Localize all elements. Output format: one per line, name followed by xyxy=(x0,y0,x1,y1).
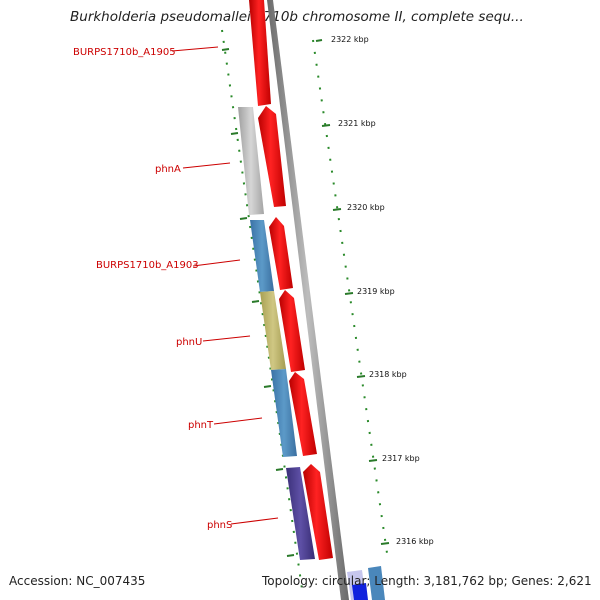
map-title: Burkholderia pseudomallei 1710b chromoso… xyxy=(70,9,524,25)
cds-block-a1903[interactable] xyxy=(250,220,274,292)
gene-arrow-a1905[interactable] xyxy=(249,0,271,106)
inner-major-ticks xyxy=(221,48,295,557)
cds-block-phnU[interactable] xyxy=(260,291,286,370)
gene-arrow-phnA[interactable] xyxy=(258,106,286,207)
ruler-tick-label: 2319 kbp xyxy=(357,287,395,296)
label-leaders xyxy=(171,46,279,525)
gene-label-phnA[interactable]: phnA xyxy=(155,164,181,175)
outer-ruler-arc xyxy=(312,39,389,561)
gene-arrow-phnU[interactable] xyxy=(279,290,305,372)
topology-stats-text: Topology: circular; Length: 3,181,762 bp… xyxy=(262,574,592,588)
cds-block-phnA[interactable] xyxy=(238,107,264,215)
gene-label-a1905[interactable]: BURPS1710b_A1905 xyxy=(73,47,176,58)
gene-label-a1903[interactable]: BURPS1710b_A1903 xyxy=(96,260,199,271)
ruler-tick-label: 2320 kbp xyxy=(347,203,385,212)
ruler-tick-label: 2321 kbp xyxy=(338,119,376,128)
chromosome-backbone xyxy=(267,0,349,600)
gene-label-phnT[interactable]: phnT xyxy=(188,420,214,431)
cds-block-phnT[interactable] xyxy=(271,369,297,457)
accession-text: Accession: NC_007435 xyxy=(9,574,146,588)
ruler-tick-label: 2316 kbp xyxy=(396,537,434,546)
gene-arrow-a1903[interactable] xyxy=(269,217,293,290)
cds-block-phnS[interactable] xyxy=(286,467,315,560)
gene-label-phnU[interactable]: phnU xyxy=(176,337,202,348)
cds-block-bottom-blue[interactable] xyxy=(352,583,368,600)
ruler-tick-label: 2322 kbp xyxy=(331,35,369,44)
ruler-tick-label: 2318 kbp xyxy=(369,370,407,379)
ruler-tick-label: 2317 kbp xyxy=(382,454,420,463)
ruler-major-ticks xyxy=(315,39,390,545)
gene-arrow-phnS[interactable] xyxy=(303,464,333,560)
gene-label-phnS[interactable]: phnS xyxy=(207,520,232,531)
cds-block-bottom-steel[interactable] xyxy=(368,566,385,600)
gene-arrow-phnT[interactable] xyxy=(289,372,317,456)
